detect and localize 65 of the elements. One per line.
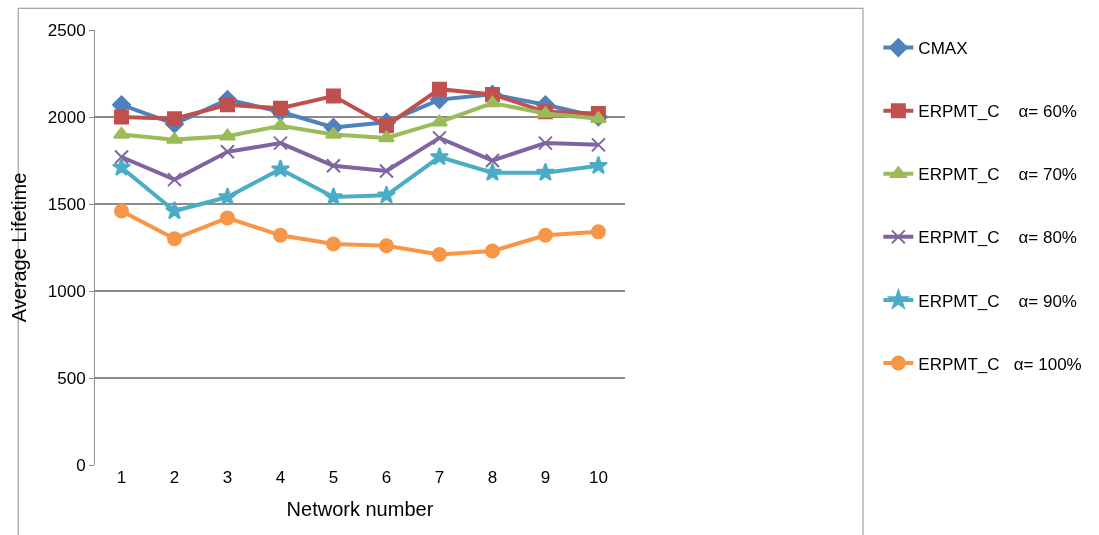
y-axis-title: Average Lifetime <box>8 172 31 323</box>
point <box>431 130 447 146</box>
legend-label: ERPMT_C α= 100% <box>918 354 1082 374</box>
point <box>272 135 288 151</box>
point <box>376 185 397 204</box>
point <box>325 158 341 174</box>
y-tick-label: 1000 <box>47 281 86 301</box>
point <box>325 88 341 104</box>
point <box>430 114 448 127</box>
point <box>378 163 394 179</box>
y-tick-label: 0 <box>76 455 86 475</box>
point <box>590 137 606 153</box>
point <box>431 81 447 97</box>
x-tick-label: 7 <box>434 468 445 487</box>
x-tick-label: 9 <box>540 468 551 487</box>
point <box>484 153 500 168</box>
point <box>323 186 344 206</box>
point <box>272 100 288 116</box>
point <box>378 238 394 254</box>
legend-label: ERPMT_C α= 70% <box>918 165 1077 185</box>
y-tick-label: 2500 <box>47 20 86 40</box>
point <box>114 149 129 165</box>
point <box>272 227 288 243</box>
legend-label: CMAX <box>918 39 968 59</box>
legend-label: ERPMT_C α= 60% <box>918 102 1077 122</box>
point <box>535 162 556 182</box>
y-tick-label: 1500 <box>47 194 86 214</box>
y-tick-label: 500 <box>57 368 86 388</box>
point <box>483 95 501 108</box>
x-tick-label: 10 <box>588 468 608 487</box>
point <box>167 231 182 247</box>
point <box>482 162 503 182</box>
point <box>166 172 182 188</box>
point <box>219 144 235 160</box>
point <box>270 159 291 178</box>
y-tick-label: 2000 <box>47 107 86 127</box>
x-tick-label: 8 <box>487 468 498 487</box>
point <box>219 210 235 226</box>
point <box>588 155 609 175</box>
point <box>219 97 235 113</box>
x-tick-label: 4 <box>275 468 286 487</box>
point <box>537 227 553 243</box>
point <box>218 128 236 141</box>
x-tick-label: 2 <box>169 468 180 487</box>
point <box>590 224 606 240</box>
x-tick-label: 1 <box>116 468 127 487</box>
x-tick-label: 6 <box>381 468 392 487</box>
x-axis-title: Network number <box>286 497 434 520</box>
x-tick-label: 5 <box>328 468 339 487</box>
point <box>377 130 395 143</box>
point <box>429 146 450 166</box>
point <box>378 118 394 134</box>
point <box>217 186 238 206</box>
legend-label: ERPMT_C α= 90% <box>918 291 1077 311</box>
point <box>111 157 132 176</box>
point <box>324 126 342 139</box>
point <box>537 135 553 151</box>
point <box>431 246 447 262</box>
point <box>166 111 182 127</box>
point <box>114 203 129 219</box>
point <box>325 236 341 252</box>
legend-label: ERPMT_C α= 80% <box>918 228 1077 248</box>
point <box>484 243 500 259</box>
x-tick-label: 3 <box>222 468 233 487</box>
point <box>114 109 129 125</box>
